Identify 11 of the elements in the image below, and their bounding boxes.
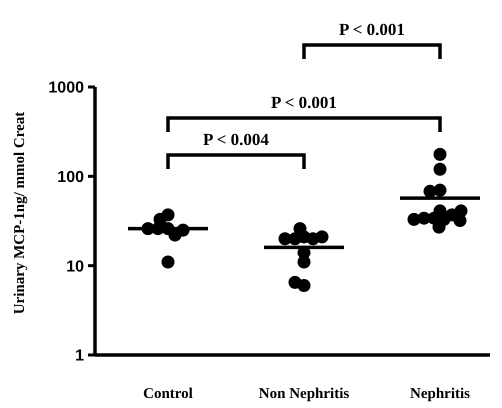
y-tick-label: 1 xyxy=(75,348,84,365)
text: P < 0.001 xyxy=(339,20,405,39)
annotation: P < 0.001 xyxy=(271,93,337,112)
x-tick-label: Non Nephritis xyxy=(258,386,350,402)
annotation: P < 0.004 xyxy=(203,130,270,149)
y-tick-label: 1000 xyxy=(48,80,84,97)
x-tick-label: Control xyxy=(143,386,193,402)
y-tick-label: 10 xyxy=(66,258,84,276)
x-tick-label: Nephritis xyxy=(410,386,470,402)
y-tick-label: 100 xyxy=(57,168,84,186)
y-axis-title: Urinary MCP-1ng/ mmol Creat xyxy=(12,112,28,314)
